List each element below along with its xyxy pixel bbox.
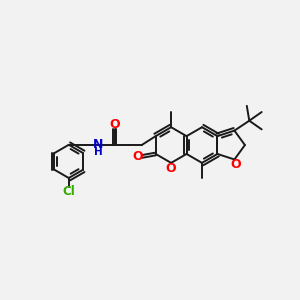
Text: H: H [94,147,103,157]
Text: Cl: Cl [62,185,75,198]
Text: O: O [230,158,241,171]
Text: O: O [110,118,120,131]
Text: N: N [93,138,104,151]
Text: O: O [166,162,176,175]
Text: O: O [132,150,143,163]
